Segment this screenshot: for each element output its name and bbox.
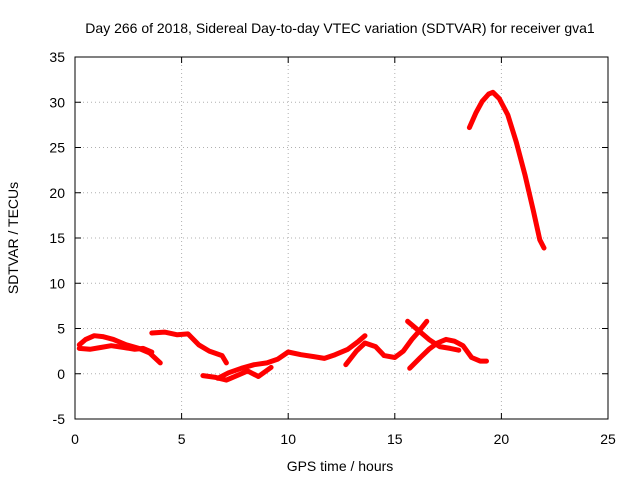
- y-tick-label: 15: [49, 230, 65, 246]
- axis-ticks: [74, 56, 609, 420]
- x-tick-label: 10: [280, 431, 296, 447]
- series-arc-6: [343, 318, 430, 368]
- y-tick-labels: -5 0 5 10 15 20 25 30 35: [49, 49, 65, 427]
- chart-title: Day 266 of 2018, Sidereal Day-to-day VTE…: [85, 20, 595, 36]
- x-tick-label: 20: [494, 431, 510, 447]
- y-tick-label: 20: [49, 185, 65, 201]
- x-axis-label: GPS time / hours: [287, 458, 394, 474]
- data-series: [76, 89, 547, 383]
- y-tick-label: 0: [57, 366, 65, 382]
- series-arc-3: [149, 329, 229, 366]
- series-arc-9: [466, 89, 547, 251]
- y-tick-label: 30: [49, 94, 65, 110]
- y-tick-label: -5: [53, 411, 66, 427]
- plot-frame: [74, 56, 609, 420]
- y-tick-label: 25: [49, 140, 65, 156]
- x-tick-label: 25: [600, 431, 616, 447]
- grid-lines: [75, 57, 608, 419]
- series-arc-2: [76, 343, 155, 355]
- y-tick-label: 35: [49, 49, 65, 65]
- x-tick-label: 5: [178, 431, 186, 447]
- x-tick-labels: 0 5 10 15 20 25: [71, 431, 616, 447]
- x-tick-label: 0: [71, 431, 79, 447]
- series-arc-8: [407, 336, 489, 371]
- y-tick-label: 10: [49, 275, 65, 291]
- y-tick-label: 5: [57, 321, 65, 337]
- series-arc-5: [215, 333, 368, 381]
- y-axis-label: SDTVAR / TECUs: [5, 182, 21, 294]
- x-tick-label: 15: [387, 431, 403, 447]
